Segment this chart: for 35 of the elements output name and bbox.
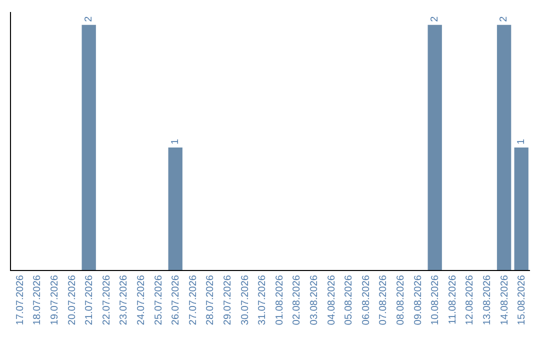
x-tick-label: 20.07.2026 (66, 274, 78, 326)
x-tick-label: 21.07.2026 (84, 274, 96, 326)
x-tick-label: 23.07.2026 (118, 274, 130, 326)
x-tick-label: 04.08.2026 (326, 274, 338, 326)
x-tick-label: 27.07.2026 (188, 274, 199, 326)
x-tick-label: 22.07.2026 (101, 274, 112, 326)
x-tick-label: 25.07.2026 (153, 274, 164, 326)
x-tick-label: 09.08.2026 (412, 274, 424, 326)
x-tick-label: 15.08.2026 (516, 274, 528, 326)
x-tick-label: 26.07.2026 (170, 274, 182, 326)
x-tick-label: 31.07.2026 (257, 274, 268, 326)
x-tick-label: 06.08.2026 (360, 274, 372, 326)
data-label: 2 (83, 16, 94, 22)
x-tick-label: 05.08.2026 (344, 274, 355, 326)
x-tick-label: 07.08.2026 (378, 274, 390, 326)
data-label: 2 (498, 16, 510, 22)
x-tick-label: 14.08.2026 (499, 274, 510, 326)
data-label: 1 (516, 138, 527, 144)
x-tick-label: 13.08.2026 (482, 274, 493, 326)
x-tick-label: 03.08.2026 (309, 274, 320, 326)
x-tick-label: 28.07.2026 (205, 274, 216, 326)
x-tick-label: 11.08.2026 (447, 274, 458, 324)
x-tick-label: 08.08.2026 (396, 274, 406, 326)
x-tick-label: 24.07.2026 (136, 274, 147, 326)
x-tick-label: 17.07.2026 (14, 274, 26, 326)
x-tick-label: 10.08.2026 (430, 274, 442, 326)
x-tick-label: 30.07.2026 (240, 274, 251, 326)
data-label: 1 (170, 138, 181, 144)
x-tick-label: 01.08.2026 (274, 274, 286, 326)
x-tick-label: 19.07.2026 (50, 274, 60, 326)
data-label: 2 (429, 16, 440, 22)
x-tick-label: 12.08.2026 (464, 274, 476, 326)
x-tick-label: 18.07.2026 (32, 274, 44, 326)
x-tick-label: 29.07.2026 (222, 274, 234, 326)
x-tick-label: 02.08.2026 (292, 274, 303, 326)
